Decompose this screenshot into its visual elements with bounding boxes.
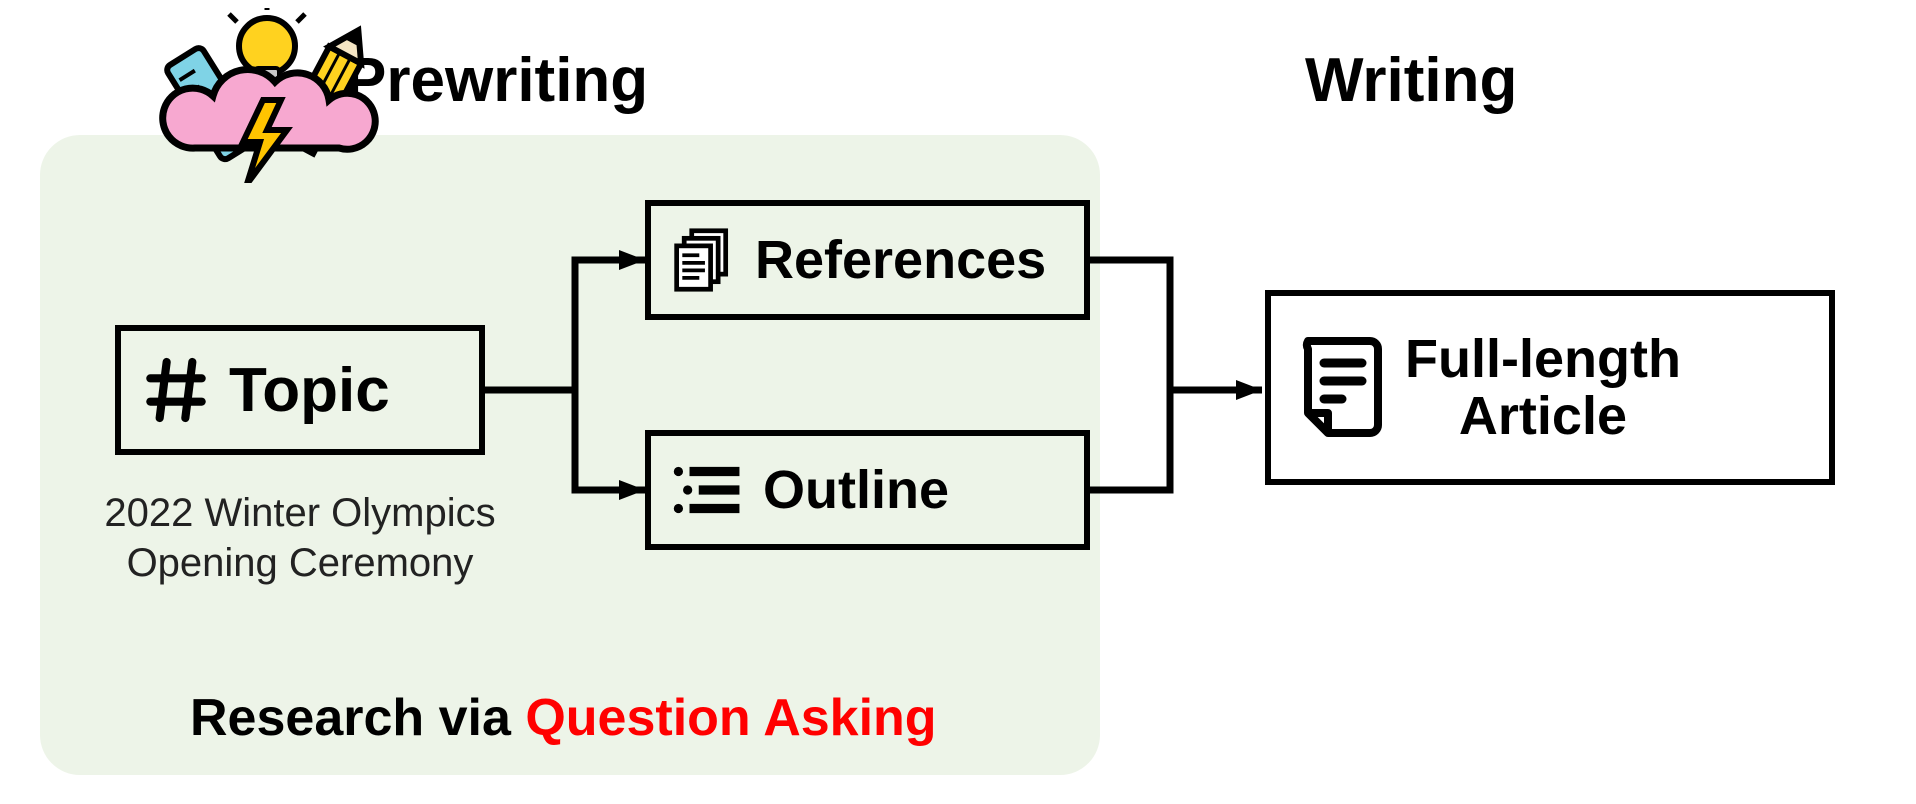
page-icon (1291, 333, 1387, 443)
node-outline: Outline (645, 430, 1090, 550)
article-label-line1: Full-length (1405, 331, 1681, 388)
topic-example-line2: Opening Ceremony (75, 538, 525, 588)
node-references: References (645, 200, 1090, 320)
hash-icon (141, 355, 211, 425)
research-label-highlight: Question Asking (525, 689, 936, 747)
list-icon (671, 461, 745, 519)
node-references-label: References (755, 229, 1046, 291)
diagram-stage: Prewriting Writing (0, 0, 1916, 804)
node-topic: Topic (115, 325, 485, 455)
topic-example-line1: 2022 Winter Olympics (75, 488, 525, 538)
phase-writing-label: Writing (1305, 45, 1517, 116)
node-article-label: Full-length Article (1405, 331, 1681, 444)
documents-icon (671, 227, 737, 293)
node-article: Full-length Article (1265, 290, 1835, 485)
research-label-prefix: Research via (190, 689, 525, 747)
phase-prewriting-label: Prewriting (345, 45, 648, 116)
node-topic-label: Topic (229, 355, 390, 426)
node-outline-label: Outline (763, 459, 949, 521)
article-label-line2: Article (1405, 388, 1681, 445)
research-label: Research via Question Asking (190, 688, 937, 748)
topic-example-text: 2022 Winter Olympics Opening Ceremony (75, 488, 525, 588)
brainstorm-icon (155, 8, 380, 183)
